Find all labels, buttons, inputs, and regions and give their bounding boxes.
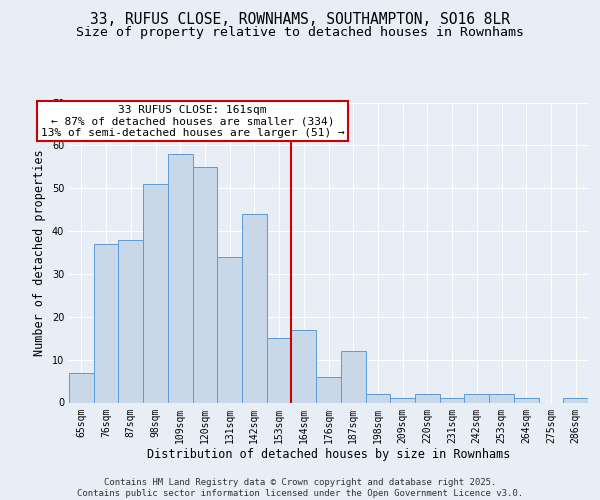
Bar: [94, 244, 118, 402]
Bar: [489, 394, 514, 402]
Bar: [168, 154, 193, 402]
Bar: [118, 240, 143, 402]
Bar: [292, 330, 316, 402]
Text: Contains HM Land Registry data © Crown copyright and database right 2025.
Contai: Contains HM Land Registry data © Crown c…: [77, 478, 523, 498]
Bar: [217, 257, 242, 402]
Bar: [390, 398, 415, 402]
Bar: [143, 184, 168, 402]
X-axis label: Distribution of detached houses by size in Rownhams: Distribution of detached houses by size …: [147, 448, 510, 461]
Text: Size of property relative to detached houses in Rownhams: Size of property relative to detached ho…: [76, 26, 524, 39]
Bar: [341, 351, 365, 403]
Y-axis label: Number of detached properties: Number of detached properties: [33, 149, 46, 356]
Bar: [242, 214, 267, 402]
Bar: [316, 377, 341, 402]
Bar: [365, 394, 390, 402]
Bar: [563, 398, 588, 402]
Bar: [464, 394, 489, 402]
Bar: [440, 398, 464, 402]
Bar: [514, 398, 539, 402]
Bar: [69, 372, 94, 402]
Bar: [415, 394, 440, 402]
Bar: [193, 167, 217, 402]
Bar: [267, 338, 292, 402]
Text: 33 RUFUS CLOSE: 161sqm
← 87% of detached houses are smaller (334)
13% of semi-de: 33 RUFUS CLOSE: 161sqm ← 87% of detached…: [41, 104, 344, 138]
Text: 33, RUFUS CLOSE, ROWNHAMS, SOUTHAMPTON, SO16 8LR: 33, RUFUS CLOSE, ROWNHAMS, SOUTHAMPTON, …: [90, 12, 510, 28]
